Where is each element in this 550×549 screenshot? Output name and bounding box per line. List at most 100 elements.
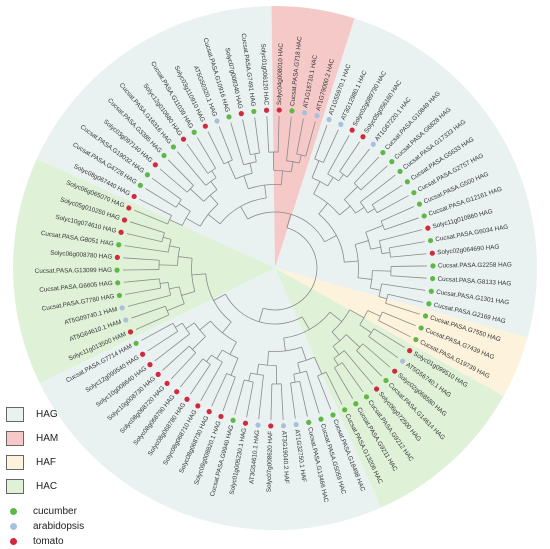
arabidopsis-dot-icon	[10, 523, 17, 530]
cucumber-dot-icon	[423, 313, 428, 318]
tomato-dot-icon	[164, 381, 169, 386]
legend-label-haf: HAF	[36, 457, 56, 468]
legend-label-tomato: tomato	[33, 536, 64, 547]
arabidopsis-dot-icon	[338, 122, 343, 127]
tomato-dot-icon	[126, 205, 131, 210]
arabidopsis-dot-icon	[294, 422, 299, 427]
legend-label-ham: HAM	[36, 433, 58, 444]
cucumber-dot-icon	[230, 418, 235, 423]
tomato-dot-icon	[156, 372, 161, 377]
legend-label-hag: HAG	[36, 409, 58, 420]
tomato-dot-icon	[407, 348, 412, 353]
cucumber-dot-icon	[430, 276, 435, 281]
legend-swatch-ham	[6, 431, 24, 446]
tomato-dot-icon	[207, 409, 212, 414]
cucumber-dot-icon	[429, 289, 434, 294]
tomato-dot-icon	[132, 194, 137, 199]
species-legend: cucumber arabidopsis tomato	[6, 504, 84, 549]
tomato-dot-icon	[10, 538, 17, 545]
tomato-dot-icon	[181, 137, 186, 142]
tomato-dot-icon	[147, 362, 152, 367]
legend-label-arabidopsis: arabidopsis	[33, 521, 84, 532]
arabidopsis-dot-icon	[123, 317, 128, 322]
cucumber-dot-icon	[192, 130, 197, 135]
tomato-dot-icon	[239, 111, 244, 116]
leaf-34: Cucsat.PASA.G2258 HAG	[430, 261, 511, 269]
tomato-dot-icon	[122, 217, 127, 222]
leaf-73: Cucsat.PASA.G13099 HAG	[35, 267, 120, 275]
arabidopsis-dot-icon	[255, 422, 260, 427]
tomato-dot-icon	[374, 386, 379, 391]
group-legend: HAG HAM HAF HAC	[6, 402, 84, 498]
legend-item-cucumber: cucumber	[6, 504, 84, 519]
cucumber-dot-icon	[161, 153, 166, 158]
legend-label-cucumber: cucumber	[33, 506, 77, 517]
tomato-dot-icon	[430, 251, 435, 256]
cucumber-dot-icon	[353, 401, 358, 406]
arabidopsis-dot-icon	[120, 305, 125, 310]
legend: HAG HAM HAF HAC cucumber arabidopsis tom…	[6, 402, 84, 549]
cucumber-dot-icon	[10, 508, 17, 515]
arabidopsis-dot-icon	[281, 423, 286, 428]
cucumber-dot-icon	[413, 337, 418, 342]
tomato-dot-icon	[115, 255, 120, 260]
cucumber-dot-icon	[251, 109, 256, 114]
cucumber-dot-icon	[426, 301, 431, 306]
cucumber-dot-icon	[380, 150, 385, 155]
cucumber-dot-icon	[419, 325, 424, 330]
legend-item-haf: HAF	[6, 450, 84, 474]
tomato-dot-icon	[350, 128, 355, 133]
leaf-label: Cucsat.PASA.G2258 HAG	[438, 261, 512, 269]
arabidopsis-dot-icon	[214, 118, 219, 123]
tomato-dot-icon	[140, 352, 145, 357]
cucumber-dot-icon	[330, 412, 335, 417]
cucumber-dot-icon	[318, 417, 323, 422]
arabidopsis-dot-icon	[371, 142, 376, 147]
legend-swatch-haf	[6, 455, 24, 470]
leaf-label: Cucsat.PASA.G13099 HAG	[35, 267, 112, 275]
tomato-dot-icon	[277, 107, 282, 112]
tomato-dot-icon	[128, 329, 133, 334]
cucumber-dot-icon	[422, 213, 427, 218]
legend-swatch-hac	[6, 479, 24, 494]
legend-item-arabidopsis: arabidopsis	[6, 519, 84, 534]
legend-item-tomato: tomato	[6, 534, 84, 549]
cucumber-dot-icon	[364, 394, 369, 399]
cucumber-dot-icon	[383, 378, 388, 383]
cucumber-dot-icon	[405, 179, 410, 184]
cucumber-dot-icon	[389, 159, 394, 164]
tomato-dot-icon	[243, 421, 248, 426]
tomato-dot-icon	[195, 403, 200, 408]
tomato-dot-icon	[360, 134, 365, 139]
arabidopsis-dot-icon	[302, 110, 307, 115]
tomato-dot-icon	[264, 108, 269, 113]
cucumber-dot-icon	[115, 280, 120, 285]
legend-label-hac: HAC	[36, 481, 57, 492]
cucumber-dot-icon	[138, 183, 143, 188]
cucumber-dot-icon	[306, 420, 311, 425]
cucumber-dot-icon	[430, 263, 435, 268]
tomato-dot-icon	[218, 414, 223, 419]
cucumber-dot-icon	[117, 293, 122, 298]
tomato-dot-icon	[118, 230, 123, 235]
arabidopsis-dot-icon	[326, 117, 331, 122]
tomato-dot-icon	[268, 423, 273, 428]
cucumber-dot-icon	[428, 238, 433, 243]
cucumber-dot-icon	[342, 407, 347, 412]
tomato-dot-icon	[203, 124, 208, 129]
legend-item-hac: HAC	[6, 474, 84, 498]
cucumber-dot-icon	[411, 190, 416, 195]
cucumber-dot-icon	[289, 108, 294, 113]
cucumber-dot-icon	[397, 169, 402, 174]
cucumber-dot-icon	[133, 341, 138, 346]
arabidopsis-dot-icon	[314, 113, 319, 118]
tomato-dot-icon	[184, 397, 189, 402]
legend-item-ham: HAM	[6, 426, 84, 450]
cucumber-dot-icon	[171, 144, 176, 149]
tomato-dot-icon	[174, 389, 179, 394]
cucumber-dot-icon	[116, 242, 121, 247]
cucumber-dot-icon	[145, 172, 150, 177]
tomato-dot-icon	[153, 162, 158, 167]
arabidopsis-dot-icon	[400, 359, 405, 364]
legend-swatch-hag	[6, 407, 24, 422]
